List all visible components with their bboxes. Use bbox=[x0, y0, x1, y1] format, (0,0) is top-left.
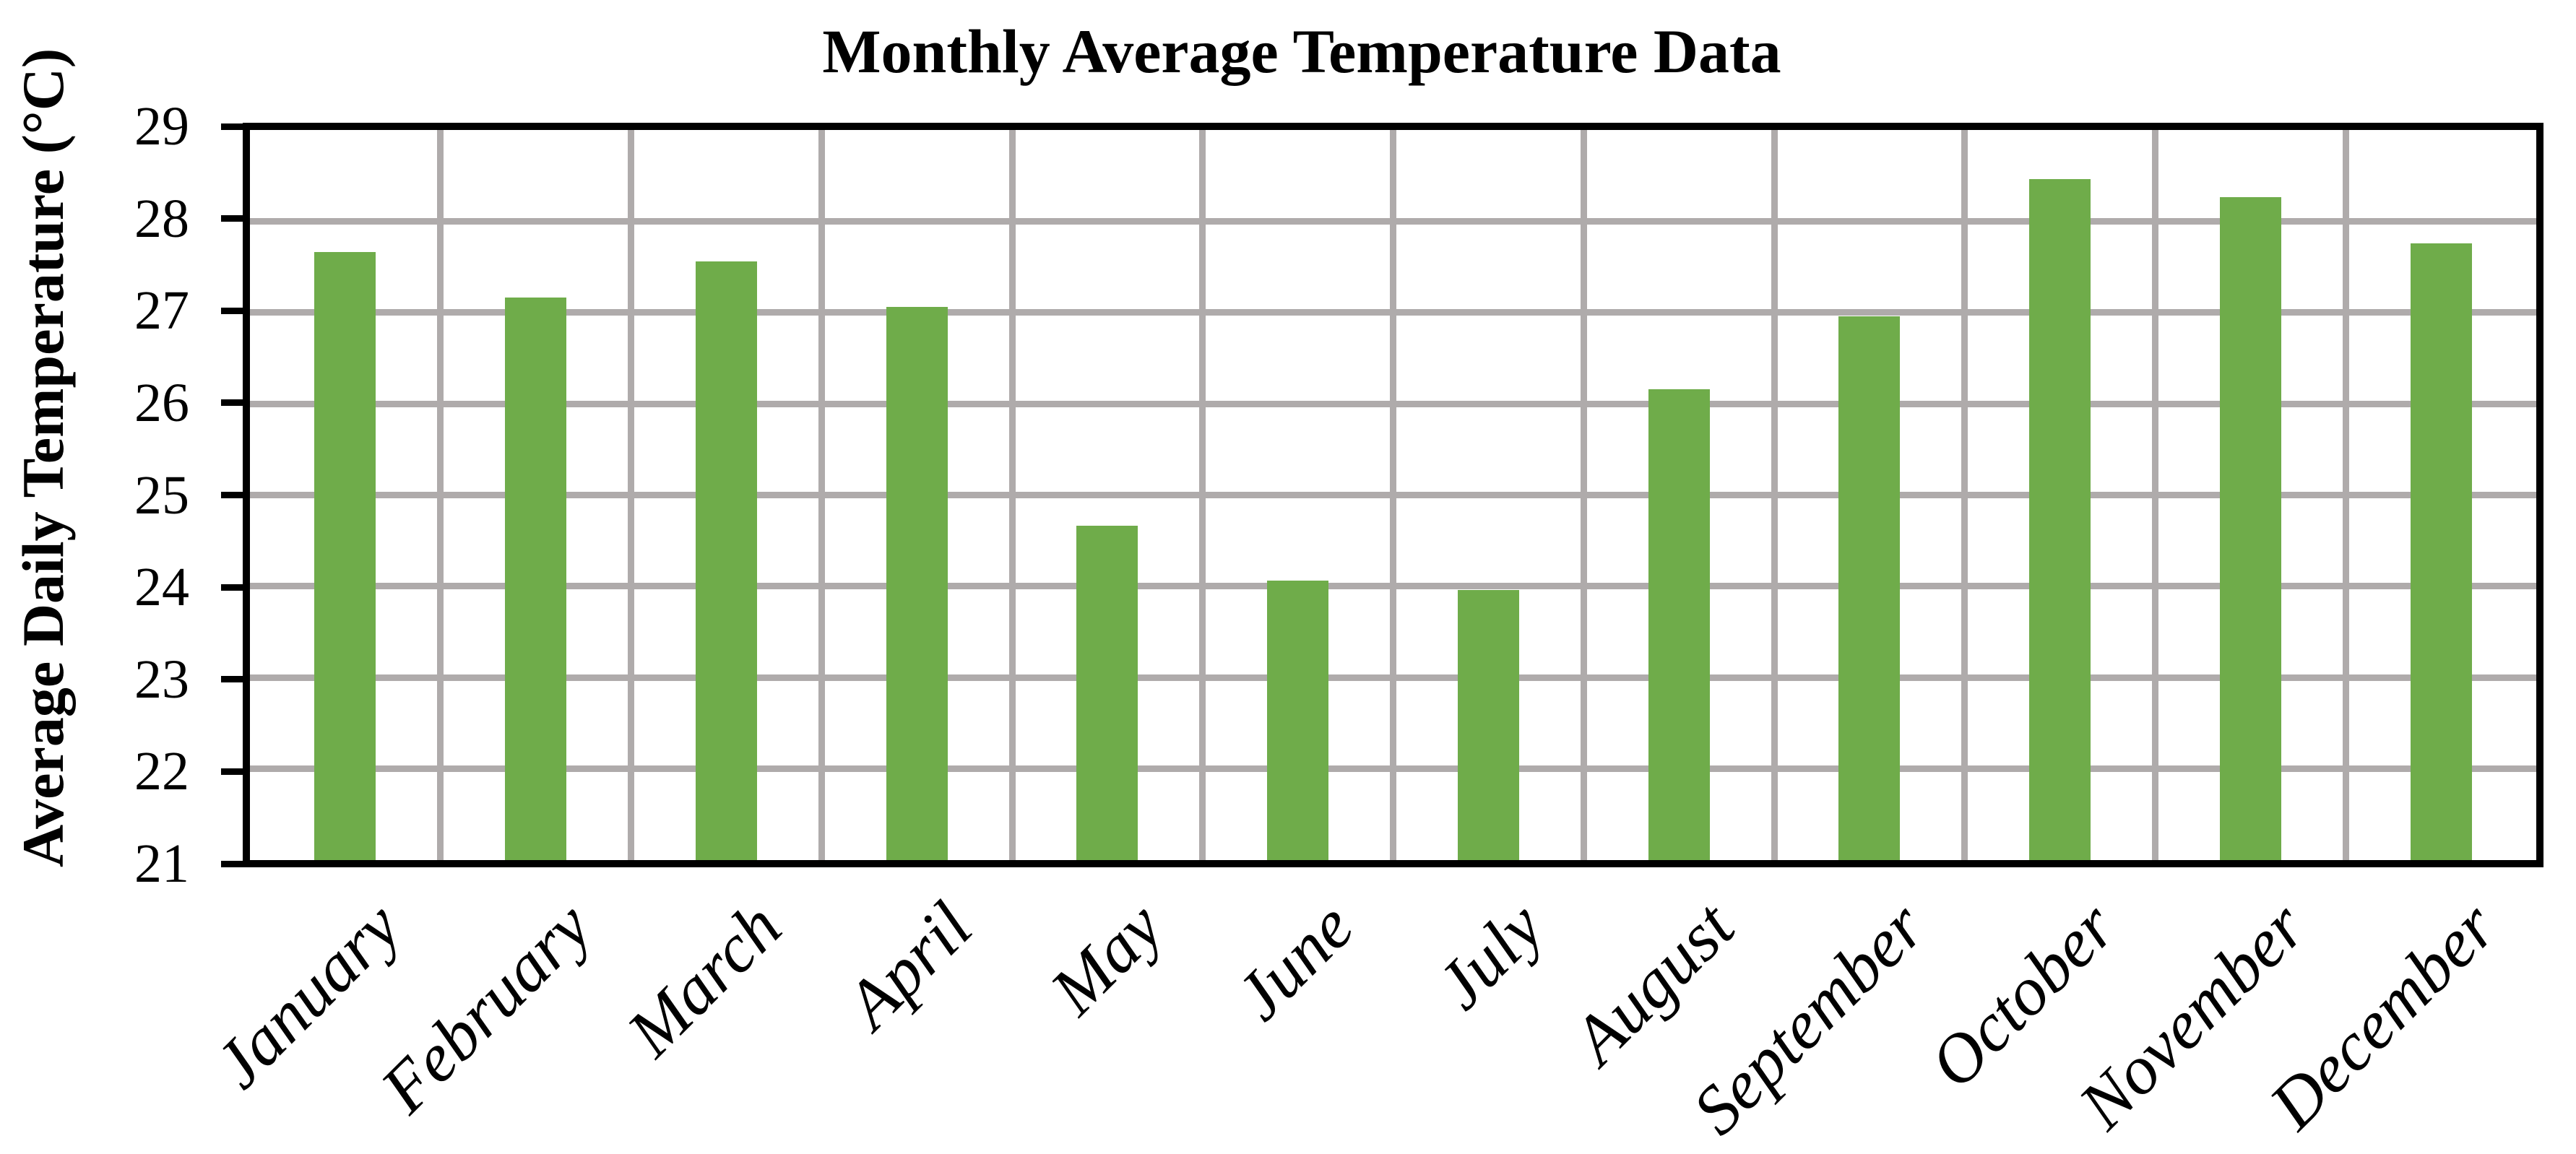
y-tick-label-24: 24 bbox=[134, 557, 189, 618]
y-tick-mark-27 bbox=[221, 307, 244, 314]
plot-area bbox=[243, 123, 2543, 867]
v-gridline-11 bbox=[2342, 130, 2349, 860]
v-gridline-6 bbox=[1390, 130, 1396, 860]
v-gridline-7 bbox=[1580, 130, 1587, 860]
y-tick-label-21: 21 bbox=[134, 833, 189, 894]
y-tick-label-25: 25 bbox=[134, 464, 189, 526]
y-tick-mark-22 bbox=[221, 768, 244, 775]
bar-december bbox=[2410, 243, 2472, 860]
y-tick-mark-28 bbox=[221, 215, 244, 222]
bar-september bbox=[1838, 316, 1901, 860]
y-tick-label-23: 23 bbox=[134, 648, 189, 710]
bar-may bbox=[1076, 526, 1138, 860]
v-gridline-8 bbox=[1771, 130, 1778, 860]
v-gridline-1 bbox=[437, 130, 444, 860]
v-gridline-9 bbox=[1961, 130, 1968, 860]
bar-august bbox=[1648, 389, 1710, 860]
v-gridline-4 bbox=[1008, 130, 1016, 860]
y-tick-mark-21 bbox=[221, 860, 244, 867]
bar-january bbox=[314, 252, 376, 860]
bar-april bbox=[886, 307, 948, 860]
bar-october bbox=[2029, 179, 2091, 860]
v-gridline-5 bbox=[1199, 130, 1206, 860]
bar-february bbox=[505, 298, 567, 860]
v-gridline-2 bbox=[628, 130, 634, 860]
bar-march bbox=[695, 261, 757, 860]
bar-july bbox=[1457, 589, 1519, 860]
y-tick-label-28: 28 bbox=[134, 188, 189, 249]
y-tick-mark-25 bbox=[221, 492, 244, 498]
y-tick-mark-23 bbox=[221, 676, 244, 683]
y-tick-label-29: 29 bbox=[134, 96, 189, 157]
y-tick-mark-24 bbox=[221, 583, 244, 591]
chart-title: Monthly Average Temperature Data bbox=[822, 17, 1781, 86]
y-tick-label-22: 22 bbox=[134, 741, 189, 802]
bar-november bbox=[2219, 197, 2281, 860]
y-tick-label-26: 26 bbox=[134, 372, 189, 433]
bar-june bbox=[1267, 581, 1329, 860]
y-tick-mark-26 bbox=[221, 399, 244, 407]
y-tick-label-27: 27 bbox=[134, 280, 189, 342]
y-tick-mark-29 bbox=[221, 123, 244, 130]
v-gridline-10 bbox=[2152, 130, 2158, 860]
v-gridline-3 bbox=[818, 130, 825, 860]
